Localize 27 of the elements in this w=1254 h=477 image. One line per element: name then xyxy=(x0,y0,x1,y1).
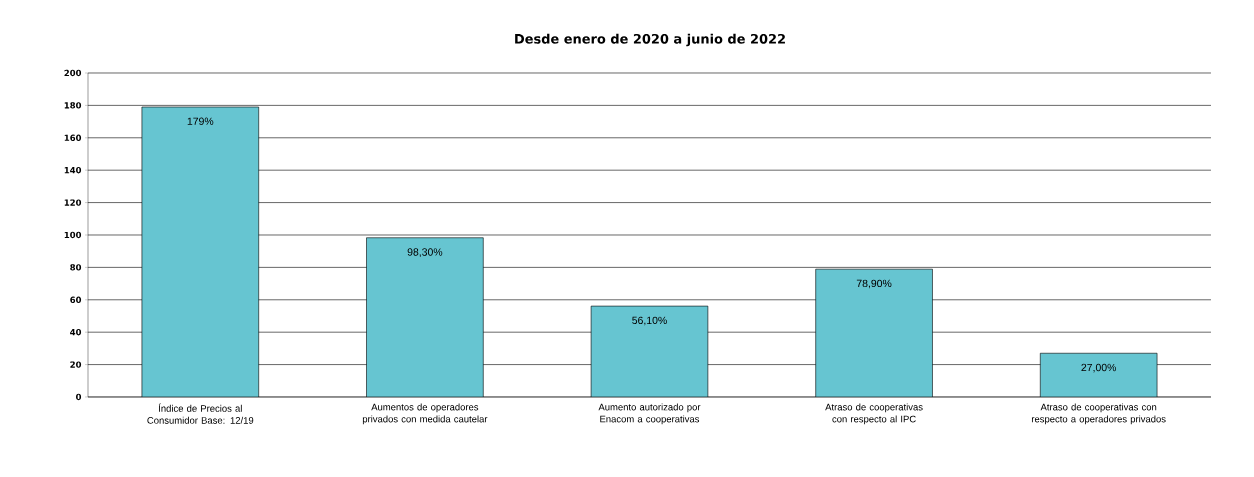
y-tick-label: 120 xyxy=(64,199,82,206)
y-tick-label: 140 xyxy=(64,166,82,174)
bar xyxy=(590,305,709,397)
data-label: 56,10% xyxy=(632,316,667,326)
y-tick-label: 100 xyxy=(64,231,82,239)
bar xyxy=(815,268,933,397)
bar xyxy=(366,237,484,397)
y-tick-label: 80 xyxy=(70,264,82,271)
y-tick-label: 0 xyxy=(76,393,82,401)
chart-title: Desde enero de 2020 a junio de 2022 xyxy=(515,33,785,47)
y-tick-label: 180 xyxy=(64,102,82,109)
bar xyxy=(1039,352,1158,397)
x-tick-label: Atraso de cooperativas con respecto a operadores privados xyxy=(1031,403,1166,425)
y-tick-label: 60 xyxy=(70,296,82,303)
x-tick-label: Aumentos de operadores privados con medida cautelar xyxy=(362,403,488,425)
x-tick-label: Atraso de cooperativas con respecto al IPC xyxy=(825,403,923,425)
data-label: 27,00% xyxy=(1081,363,1117,373)
y-tick-label: 160 xyxy=(64,134,82,141)
data-label: 179% xyxy=(187,117,214,125)
x-tick-label: Índice de Precios al Consumidor Base: 12/19 xyxy=(147,403,254,424)
y-tick-label: 20 xyxy=(70,361,82,368)
y-tick-label: 40 xyxy=(70,328,82,336)
data-label: 98,30% xyxy=(407,248,443,257)
y-tick-label: 200 xyxy=(64,69,82,77)
x-tick-label: Aumento autorizado por Enacom a cooperativas xyxy=(598,403,701,425)
data-label: 78,90% xyxy=(856,279,892,289)
bar xyxy=(141,106,259,397)
